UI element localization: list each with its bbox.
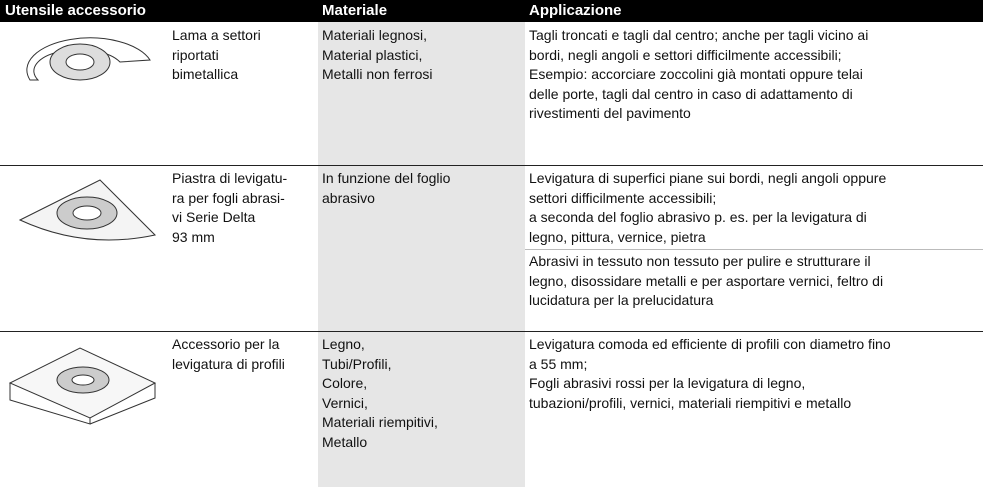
application: Fogli abrasivi rossi per la levigatura d… <box>529 375 806 391</box>
material: Materiali legnosi, <box>322 27 428 43</box>
row-rule <box>0 165 983 166</box>
material: abrasivo <box>322 189 375 206</box>
application: legno, disossidare metalli e per asporta… <box>529 272 884 289</box>
tool-name: Piastra di levigatu- <box>172 170 288 186</box>
application: Esempio: accorciare zoccolini già montat… <box>529 66 863 82</box>
application: legno, pittura, vernice, pietra <box>529 228 706 245</box>
material: Colore, <box>322 375 368 391</box>
application: rivestimenti del pavimento <box>529 105 691 121</box>
tool-name: Accessorio per la <box>172 336 280 352</box>
material: In funzione del foglio <box>322 170 451 186</box>
material: Metalli non ferrosi <box>322 66 433 82</box>
application: a 55 mm; <box>529 355 588 372</box>
header-cell: Materiale <box>322 2 388 19</box>
material: Legno, <box>322 336 365 352</box>
application: Levigatura di superfici piane sui bordi,… <box>529 170 887 186</box>
material: Materiali riempitivi, <box>322 414 438 430</box>
material-column <box>318 22 525 487</box>
application: a seconda del foglio abrasivo p. es. per… <box>529 209 867 225</box>
header-cell: Applicazione <box>529 2 622 19</box>
tool-name: riportati <box>172 46 219 63</box>
material: Vernici, <box>322 394 368 411</box>
header-bar <box>0 0 983 22</box>
tool-name: 93 mm <box>172 228 215 245</box>
application: delle porte, tagli dal centro in caso di… <box>529 85 853 102</box>
tool-name: Lama a settori <box>172 27 261 43</box>
application: Abrasivi in tessuto non tessuto per puli… <box>529 253 871 269</box>
tool-name: bimetallica <box>172 66 239 82</box>
row-rule <box>0 331 983 332</box>
profile-accessory-icon <box>8 347 157 425</box>
delta-plate-icon <box>18 179 157 241</box>
tool-name: ra per fogli abrasi- <box>172 189 285 206</box>
paragraph-rule <box>525 249 983 250</box>
material: Material plastici, <box>322 46 423 63</box>
tool-name: levigatura di profili <box>172 355 285 372</box>
application: bordi, negli angoli e settori difficilme… <box>529 46 842 63</box>
application: lucidatura per la prelucidatura <box>529 292 714 308</box>
material: Tubi/Profili, <box>322 355 392 372</box>
blade-icon <box>26 37 151 81</box>
application: tubazioni/profili, vernici, materiali ri… <box>529 394 852 411</box>
header-cell: Utensile accessorio <box>5 2 146 19</box>
material: Metallo <box>322 433 368 450</box>
application: settori difficilmente accessibili; <box>529 189 717 206</box>
application: Tagli troncati e tagli dal centro; anche… <box>529 27 869 43</box>
tool-name: vi Serie Delta <box>172 209 256 225</box>
application: Levigatura comoda ed efficiente di profi… <box>529 336 891 352</box>
